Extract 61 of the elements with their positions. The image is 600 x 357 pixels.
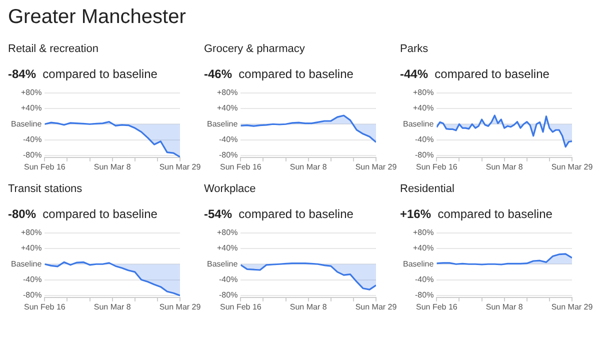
chart-subtitle: -80% compared to baseline <box>8 207 158 221</box>
y-tick-label: +80% <box>217 228 238 238</box>
chart-title: Workplace <box>204 183 257 197</box>
y-tick-label: -40% <box>219 274 238 284</box>
y-tick-label: Baseline <box>11 259 42 268</box>
y-tick-label: -80% <box>415 290 434 300</box>
x-tick-label: Sun Mar 8 <box>94 162 132 172</box>
y-tick-label: +40% <box>217 244 238 253</box>
x-tick-label: Sun Feb 16 <box>220 162 262 172</box>
chart-title: Retail & recreation <box>8 43 100 57</box>
y-tick-label: Baseline <box>207 119 238 128</box>
x-tick-label: Sun Mar 8 <box>486 302 524 312</box>
x-tick-label: Sun Mar 8 <box>290 162 328 172</box>
x-tick-label: Sun Mar 8 <box>486 162 524 172</box>
chart-title: Residential <box>400 183 456 197</box>
chart-subtitle: -84% compared to baseline <box>8 67 158 81</box>
y-tick-label: -40% <box>415 134 434 144</box>
chart-subtitle: -54% compared to baseline <box>204 207 354 221</box>
y-tick-label: +80% <box>413 88 434 98</box>
y-tick-label: +40% <box>21 104 42 113</box>
x-tick-label: Sun Feb 16 <box>220 302 262 312</box>
y-tick-label: -40% <box>23 134 42 144</box>
x-tick-label: Sun Mar 8 <box>94 302 132 312</box>
y-tick-label: -80% <box>219 150 238 160</box>
chart-title: Grocery & pharmacy <box>204 43 306 57</box>
y-tick-label: +40% <box>413 244 434 253</box>
y-tick-label: -80% <box>219 290 238 300</box>
chart-subtitle: -46% compared to baseline <box>204 67 354 81</box>
y-tick-label: +80% <box>217 88 238 98</box>
chart-title: Parks <box>400 43 430 57</box>
chart-subtitle: -44% compared to baseline <box>400 67 550 81</box>
y-tick-label: +80% <box>21 88 42 98</box>
x-tick-label: Sun Mar 29 <box>355 302 398 312</box>
x-tick-label: Sun Mar 29 <box>551 302 594 312</box>
y-tick-label: Baseline <box>11 119 42 128</box>
y-tick-label: -40% <box>219 134 238 144</box>
x-tick-label: Sun Feb 16 <box>416 302 458 312</box>
y-tick-label: -80% <box>415 150 434 160</box>
y-tick-label: -80% <box>23 290 42 300</box>
y-tick-label: Baseline <box>403 119 434 128</box>
y-tick-label: +40% <box>217 104 238 113</box>
x-tick-label: Sun Mar 29 <box>159 302 202 312</box>
y-tick-label: -40% <box>415 274 434 284</box>
chart-title: Transit stations <box>8 183 84 197</box>
x-tick-label: Sun Feb 16 <box>416 162 458 172</box>
y-tick-label: Baseline <box>403 259 434 268</box>
x-tick-label: Sun Mar 29 <box>355 162 398 172</box>
y-tick-label: -40% <box>23 274 42 284</box>
x-tick-label: Sun Feb 16 <box>24 302 66 312</box>
x-tick-label: Sun Mar 8 <box>290 302 328 312</box>
y-tick-label: -80% <box>23 150 42 160</box>
y-tick-label: +80% <box>413 228 434 238</box>
x-tick-label: Sun Mar 29 <box>551 162 594 172</box>
text: Greater Manchester <box>8 6 187 29</box>
y-tick-label: +40% <box>413 104 434 113</box>
chart-subtitle: +16% compared to baseline <box>400 207 552 221</box>
y-tick-label: +40% <box>21 244 42 253</box>
y-tick-label: +80% <box>21 228 42 238</box>
x-tick-label: Sun Feb 16 <box>24 162 66 172</box>
y-tick-label: Baseline <box>207 259 238 268</box>
x-tick-label: Sun Mar 29 <box>159 162 202 172</box>
